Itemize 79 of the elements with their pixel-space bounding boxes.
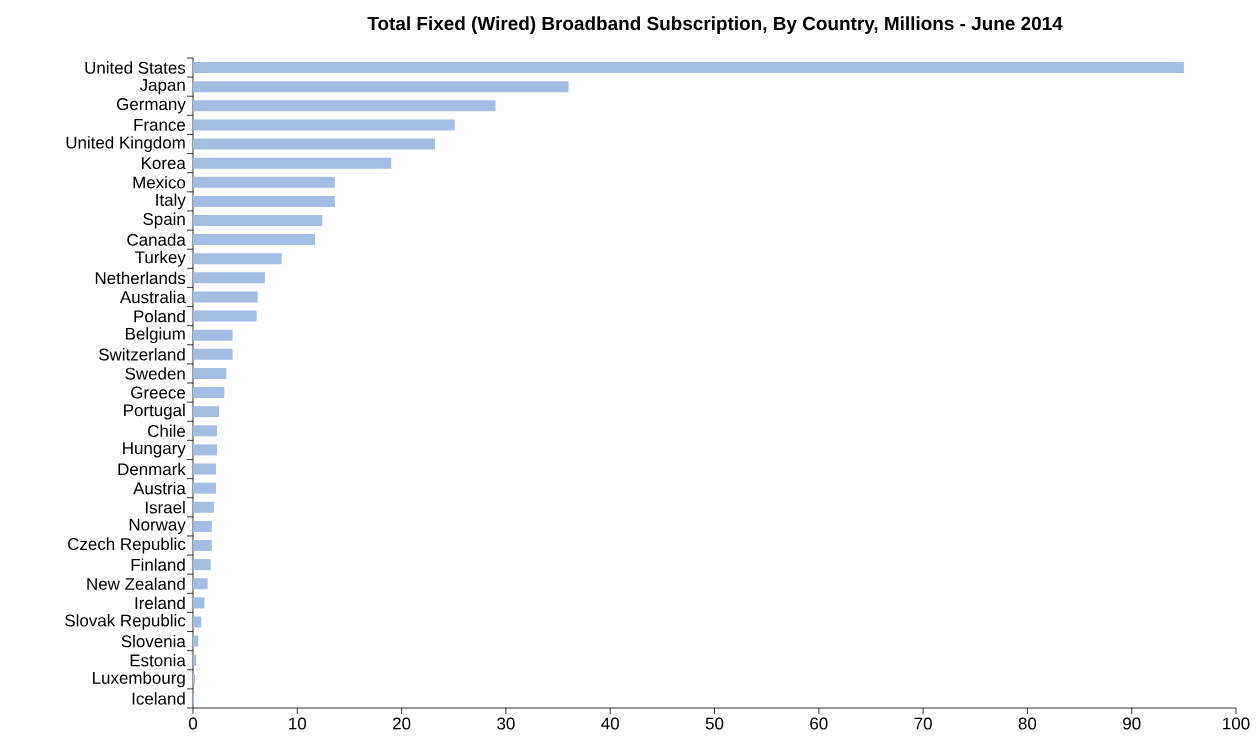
- x-tick-label: 30: [497, 717, 515, 730]
- y-tick-label: Chile: [148, 424, 186, 438]
- y-tick-label: Hungary: [123, 442, 186, 458]
- bar: [193, 406, 220, 418]
- x-tick-label: 50: [705, 717, 724, 730]
- y-tick-label: United States: [85, 61, 186, 74]
- y-tick-label: Italy: [156, 193, 186, 210]
- y-tick-label: Greece: [131, 386, 186, 399]
- y-tick-label: Denmark: [118, 462, 186, 476]
- bar: [193, 291, 258, 303]
- x-tick-label: 40: [601, 717, 619, 730]
- bar: [193, 635, 199, 647]
- bar: [193, 310, 257, 322]
- bar: [193, 348, 233, 360]
- bar: [193, 444, 217, 456]
- bar: [193, 215, 323, 226]
- y-tick-label: Norway: [129, 518, 186, 534]
- bar: [193, 482, 216, 494]
- y-tick-label: Israel: [145, 501, 185, 514]
- y-tick-label: Switzerland: [99, 348, 185, 361]
- y-tick-label: Slovak Republic: [65, 614, 186, 630]
- y-tick-label: Netherlands: [95, 271, 186, 285]
- y-tick-label: Portugal: [124, 403, 185, 420]
- bar: [193, 62, 1184, 74]
- x-tick-label: 100: [1223, 717, 1250, 730]
- bar: [193, 387, 225, 399]
- bar: [193, 195, 335, 207]
- bar: [193, 425, 217, 437]
- y-tick-label: Finland: [131, 558, 185, 571]
- y-tick-label: Belgium: [126, 327, 185, 344]
- bar: [193, 673, 196, 685]
- bar: [193, 81, 569, 93]
- x-tick-label: 90: [1123, 717, 1141, 730]
- bar: [193, 367, 227, 379]
- bar: [193, 157, 392, 169]
- y-tick-label: Slovenia: [121, 634, 186, 648]
- bar: [193, 501, 214, 513]
- y-tick-label: United Kingdom: [66, 136, 185, 152]
- y-tick-label: Australia: [119, 290, 186, 304]
- y-tick-label: Korea: [142, 157, 186, 170]
- y-tick-label: Spain: [143, 212, 185, 229]
- x-tick-label: 60: [810, 717, 828, 730]
- y-tick-label: Canada: [127, 233, 186, 246]
- bar: [193, 253, 282, 265]
- y-tick-label: Ireland: [135, 596, 185, 610]
- bar: [193, 138, 435, 150]
- y-tick-label: Sweden: [125, 367, 185, 380]
- y-tick-label: Poland: [134, 309, 185, 323]
- bar: [193, 463, 216, 475]
- x-tick-label: 0: [188, 717, 198, 730]
- bar: [193, 597, 205, 609]
- x-tick-label: 70: [914, 717, 932, 730]
- x-tick-label: 20: [393, 717, 411, 730]
- bar: [193, 234, 316, 246]
- bar: [193, 520, 212, 532]
- y-tick-label: Austria: [133, 481, 186, 495]
- bar: [193, 176, 335, 188]
- y-tick-label: New Zealand: [87, 577, 185, 590]
- y-tick-label: Mexico: [133, 176, 186, 189]
- bar: [193, 329, 233, 341]
- x-tick-label: 80: [1018, 717, 1037, 730]
- y-tick-label: Turkey: [135, 250, 186, 267]
- y-tick-label: Japan: [139, 79, 185, 95]
- bar: [193, 654, 197, 666]
- y-tick-label: France: [134, 119, 186, 131]
- y-tick-label: Germany: [117, 98, 186, 114]
- bar: [193, 578, 208, 590]
- y-tick-label: Czech Republic: [68, 537, 186, 554]
- bar: [193, 616, 202, 628]
- bar: [193, 540, 212, 552]
- x-tick-label: 10: [289, 717, 307, 730]
- y-tick-label: Luxembourg: [93, 671, 185, 688]
- y-tick-label: Estonia: [130, 654, 186, 667]
- bar: [193, 559, 211, 571]
- bar: [193, 272, 265, 284]
- y-tick-label: Iceland: [132, 692, 185, 705]
- bar: [193, 100, 496, 112]
- bar: [193, 119, 455, 131]
- chart-title: Total Fixed (Wired) Broadband Subscription, By Country, Millions - June 2014: [367, 16, 1063, 34]
